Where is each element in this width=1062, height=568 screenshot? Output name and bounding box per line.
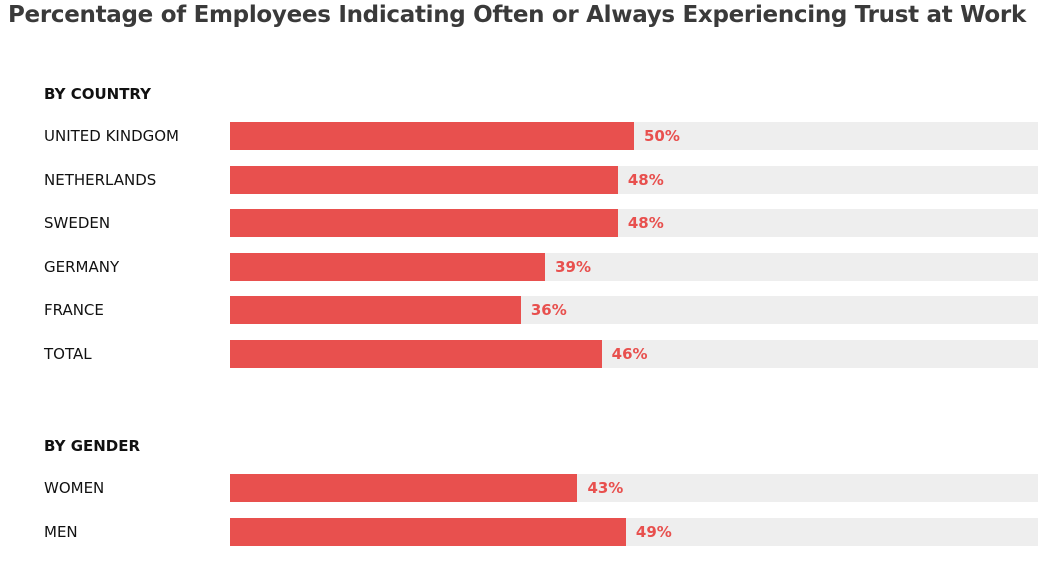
category-label: UNITED KINDGOM (44, 127, 179, 145)
value-label: 39% (555, 257, 592, 276)
section-heading: BY GENDER (44, 437, 141, 455)
bar (230, 122, 634, 150)
category-label: TOTAL (44, 345, 92, 363)
bar-track: 50% (230, 122, 1038, 150)
bar-track: 49% (230, 517, 1038, 546)
value-label: 48% (627, 214, 664, 233)
bar-track: 43% (230, 474, 1038, 502)
bar-track: 48% (230, 165, 1038, 194)
chart-title: Percentage of Employees Indicating Often… (8, 2, 1026, 28)
bar (230, 340, 602, 368)
bar-track: 39% (230, 252, 1038, 281)
value-label: 36% (530, 301, 567, 320)
bar (230, 252, 546, 281)
value-label: 49% (635, 522, 672, 541)
bar (230, 474, 578, 502)
category-label: MEN (44, 522, 78, 541)
category-label: FRANCE (44, 301, 104, 320)
bar (230, 517, 626, 546)
category-label: GERMANY (44, 257, 120, 276)
bar (230, 296, 521, 325)
value-label: 46% (611, 345, 648, 363)
value-label: 48% (627, 170, 664, 189)
value-label: 43% (587, 479, 624, 497)
bar-track: 36% (230, 296, 1038, 325)
category-label: WOMEN (44, 479, 105, 497)
bar (230, 209, 618, 238)
bar-track: 46% (230, 340, 1038, 368)
section-heading: BY COUNTRY (44, 85, 152, 103)
value-label: 50% (644, 127, 680, 145)
category-label: NETHERLANDS (44, 170, 157, 189)
bar-track: 48% (230, 209, 1038, 238)
category-label: SWEDEN (44, 214, 111, 233)
bar (230, 165, 618, 194)
